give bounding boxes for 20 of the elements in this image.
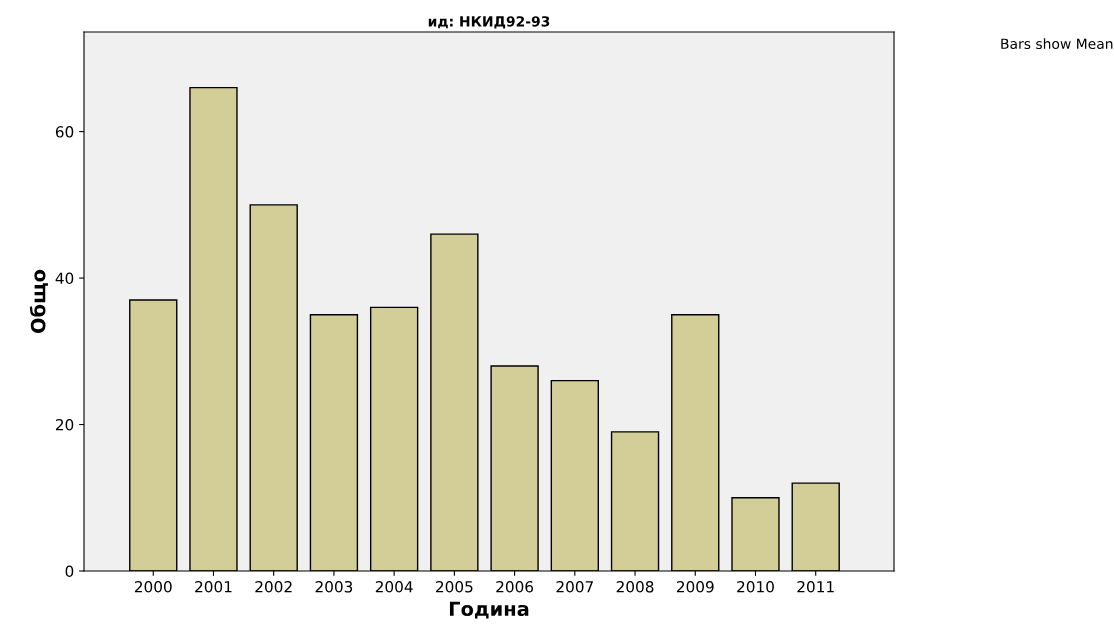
x-tick-label: 2004 [375,580,413,593]
y-tick-label: 20 [55,419,74,431]
x-tick-label: 2011 [797,580,834,593]
x-tick-label: 2006 [496,580,534,593]
chart-title: ид: НКИД92-93 [428,16,550,29]
x-tick-label: 2007 [556,580,593,593]
y-axis-title: Общо [29,269,48,334]
x-tick-label: 2003 [315,580,353,593]
x-tick-label: 2002 [255,580,292,593]
x-tick-label: 2009 [676,580,714,593]
x-tick-label: 2010 [737,580,774,593]
x-tick-label: 2000 [134,580,172,593]
y-tick-label: 0 [65,565,74,578]
x-axis-title: Година [449,601,529,619]
x-tick-label: 2001 [195,580,232,593]
y-tick-label: 60 [55,126,74,138]
x-tick-label: 2005 [436,580,473,593]
x-tick-label: 2008 [616,580,654,593]
y-tick-label: 40 [55,272,74,285]
text: Bars show Mean [1001,38,1113,50]
